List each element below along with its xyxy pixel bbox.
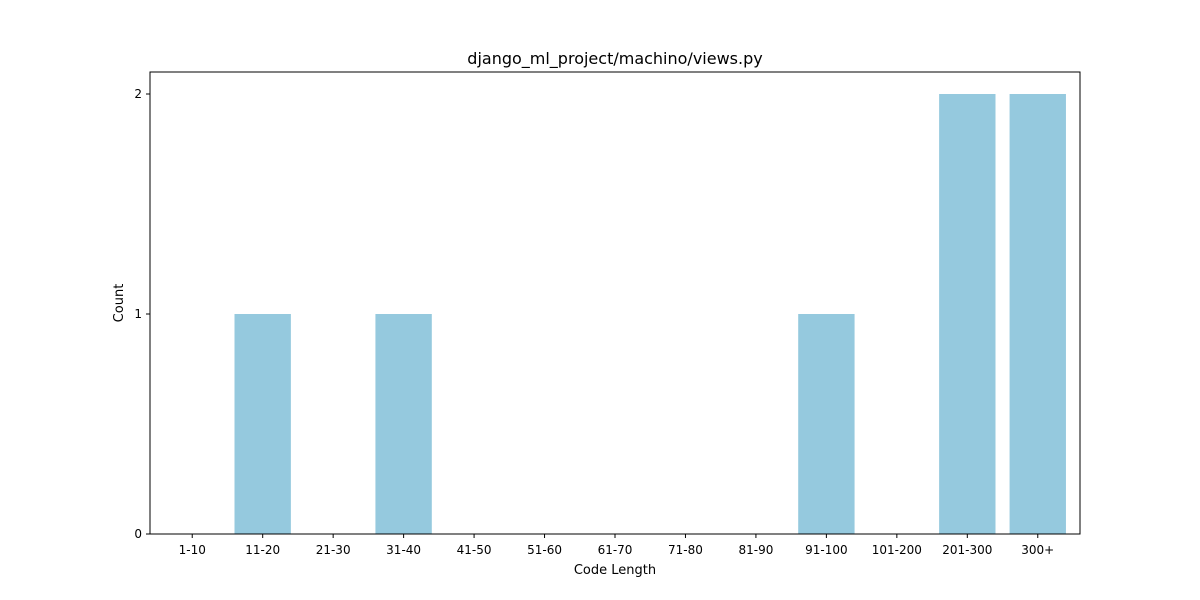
x-tick-label: 51-60 [527, 543, 562, 557]
bar-31-40 [375, 314, 432, 534]
x-tick-label: 1-10 [179, 543, 206, 557]
x-tick-label: 81-90 [738, 543, 773, 557]
x-tick-label: 11-20 [245, 543, 280, 557]
bar-91-100 [798, 314, 855, 534]
x-tick-label: 201-300 [942, 543, 992, 557]
y-tick-label: 2 [134, 87, 142, 101]
x-tick-label: 41-50 [457, 543, 492, 557]
y-tick-label: 0 [134, 527, 142, 541]
y-tick-label: 1 [134, 307, 142, 321]
x-tick-label: 21-30 [316, 543, 351, 557]
x-tick-label: 61-70 [598, 543, 633, 557]
bar-201-300 [939, 94, 996, 534]
x-axis-ticks: 1-10 11-20 21-30 31-40 41-50 51-60 61-70 71-80 8… [179, 534, 1054, 557]
bar-300+ [1009, 94, 1066, 534]
x-tick-label: 71-80 [668, 543, 703, 557]
y-axis-ticks: 0 1 2 [134, 87, 150, 541]
x-tick-label: 300+ [1021, 543, 1054, 557]
x-tick-label: 101-200 [872, 543, 922, 557]
x-tick-label: 31-40 [386, 543, 421, 557]
bar-11-20 [234, 314, 291, 534]
x-tick-label: 91-100 [805, 543, 848, 557]
chart-title: django_ml_project/machino/views.py [467, 49, 762, 69]
bars-group [234, 94, 1066, 534]
y-axis-label: Count [112, 284, 127, 323]
x-axis-label: Code Length [574, 563, 656, 578]
